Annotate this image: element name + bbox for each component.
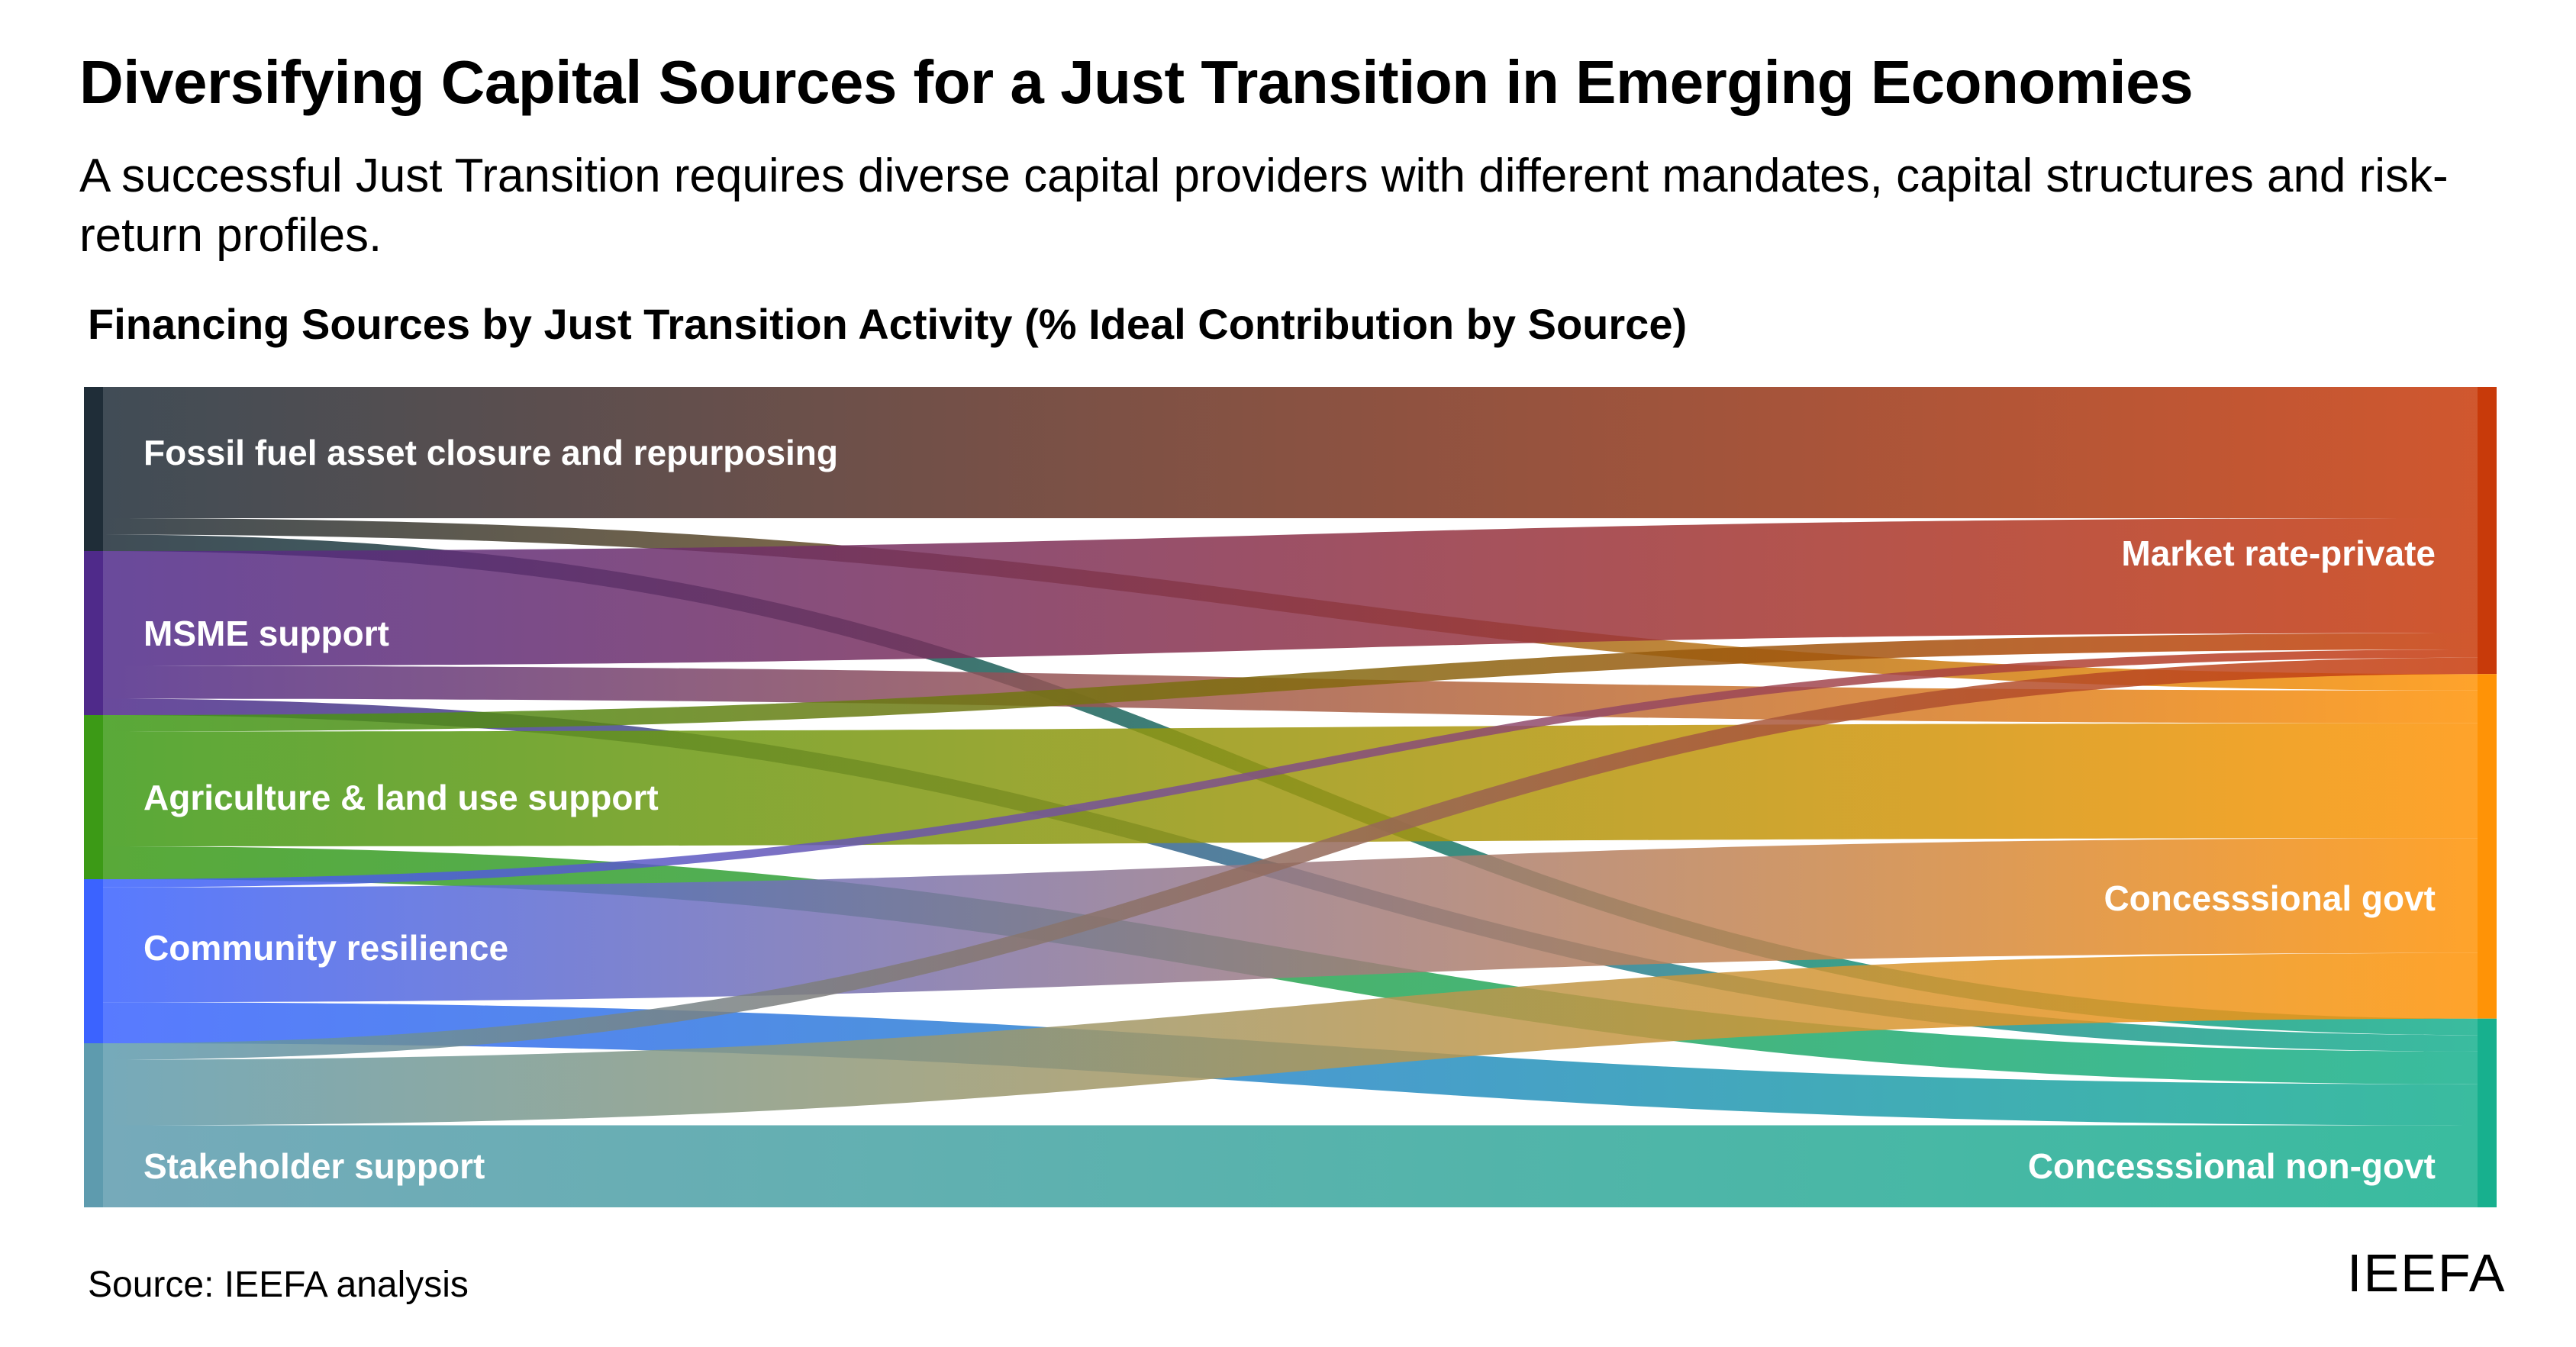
link-community-resilience-to-concesssional-govt	[103, 838, 2478, 1003]
source-label-stakeholder: Stakeholder support	[143, 1146, 485, 1187]
target-node-concesssional-non-govt	[2478, 1018, 2497, 1207]
source-label-msme: MSME support	[143, 613, 389, 653]
link-agriculture-land-use-support-to-market-rate-private	[103, 633, 2478, 732]
ieefa-logo: IEEFA	[2347, 1243, 2507, 1303]
target-node-market-rate-private	[2478, 387, 2497, 675]
source-node-fossil-fuel-asset-closure-and-repurposing	[84, 387, 103, 551]
link-stakeholder-support-to-concesssional-govt	[103, 952, 2478, 1126]
source-node-community-resilience	[84, 879, 103, 1043]
target-node-concesssional-govt	[2478, 674, 2497, 1019]
page-subtitle: A successful Just Transition requires di…	[79, 150, 2449, 262]
source-label-community: Community resilience	[143, 928, 509, 968]
link-stakeholder-support-to-concesssional-non-govt	[103, 1125, 2478, 1207]
target-label-concessional-govt: Concesssional govt	[2104, 878, 2436, 918]
link-msme-support-to-market-rate-private	[103, 518, 2478, 666]
link-stakeholder-support-to-market-rate-private	[103, 657, 2478, 1060]
target-label-concessional-non-govt: Concesssional non-govt	[2027, 1146, 2436, 1186]
link-fossil-fuel-asset-closure-and-repurposing-to-market-rate-private	[103, 387, 2478, 518]
link-community-resilience-to-market-rate-private	[103, 649, 2478, 888]
source-node-stakeholder-support	[84, 1043, 103, 1207]
sankey-nodes	[84, 387, 2497, 1207]
source-label-fossil: Fossil fuel asset closure and repurposin…	[143, 433, 839, 472]
source-node-agriculture-land-use-support	[84, 715, 103, 879]
chart-title: Financing Sources by Just Transition Act…	[88, 300, 1688, 348]
page-title: Diversifying Capital Sources for a Just …	[79, 48, 2194, 116]
source-node-msme-support	[84, 551, 103, 715]
source-label-agriculture: Agriculture & land use support	[143, 777, 659, 817]
link-agriculture-land-use-support-to-concesssional-govt	[103, 723, 2478, 846]
sankey-links	[103, 387, 2478, 1207]
source-note: Source: IEEFA analysis	[88, 1265, 469, 1305]
target-label-market-rate: Market rate-private	[2121, 533, 2436, 574]
